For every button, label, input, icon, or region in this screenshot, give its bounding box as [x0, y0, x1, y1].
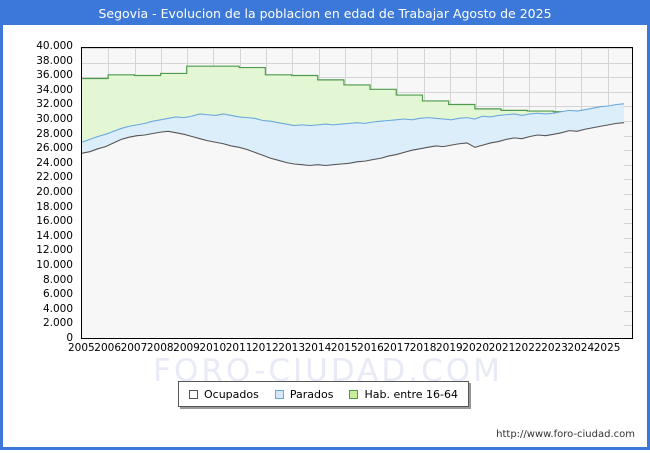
x-axis-tick-label: 2007	[120, 342, 148, 354]
series-line-ocupados	[82, 122, 625, 167]
y-axis-tick-label: 26.000	[36, 142, 73, 155]
legend-item[interactable]: Hab. entre 16-64	[349, 388, 458, 401]
x-axis-tick-label: 2025	[593, 342, 621, 354]
y-axis-tick-label: 38.000	[36, 54, 73, 67]
x-axis-tick-label: 2015	[330, 342, 358, 354]
legend-item-label: Ocupados	[204, 387, 259, 401]
y-axis-tick-label: 30.000	[36, 113, 73, 125]
x-axis-tick-label: 2023	[541, 342, 568, 354]
x-axis-tick-label: 2010	[199, 342, 227, 354]
y-axis-tick-label: 12.000	[36, 244, 73, 257]
y-axis-tick-label: 0	[66, 332, 73, 344]
y-axis-tick-label: 10.000	[36, 259, 73, 271]
x-axis-tick-label: 2019	[436, 342, 463, 354]
x-axis-tick-label: 2021	[488, 342, 516, 354]
x-axis-tick-label: 2006	[94, 342, 122, 354]
y-axis-tick-label: 20.000	[36, 186, 73, 198]
x-axis-tick-label: 2024	[567, 342, 595, 354]
y-axis-tick-label: 16.000	[36, 215, 73, 228]
x-axis-tick-label: 2016	[357, 342, 384, 354]
legend-item-label: Hab. entre 16-64	[364, 387, 459, 401]
x-axis-tick-label: 2014	[304, 342, 332, 354]
series-area-ocupados	[82, 122, 625, 338]
x-axis-tick-label: 2022	[514, 342, 542, 354]
y-axis-tick-label: 24.000	[36, 156, 73, 169]
y-axis-tick-label: 14.000	[36, 229, 73, 242]
y-axis-tick-label: 32.000	[36, 98, 73, 111]
y-axis-tick-label: 28.000	[36, 127, 73, 140]
legend-swatch-icon	[349, 389, 359, 399]
x-axis-tick-label: 2008	[146, 342, 174, 354]
gridline-horizontal	[82, 63, 632, 64]
plot-area	[81, 47, 633, 339]
legend-item[interactable]: Ocupados	[189, 388, 259, 401]
series-line-parados	[82, 103, 625, 143]
x-axis-tick-label: 2013	[278, 342, 306, 354]
y-axis-tick-label: 18.000	[36, 200, 73, 213]
x-axis-tick-label: 2020	[462, 342, 490, 354]
y-axis-tick-label: 8.000	[42, 273, 73, 286]
gridline-horizontal	[82, 77, 632, 78]
series-line-hab-16-64	[82, 65, 606, 117]
chart-legend: Ocupados Parados Hab. entre 16-64	[178, 381, 470, 407]
series-area-parados	[82, 103, 625, 166]
y-axis-tick-label: 22.000	[36, 171, 73, 184]
legend-item-label: Parados	[289, 387, 334, 401]
legend-swatch-icon	[274, 389, 284, 399]
series-layer	[82, 65, 625, 338]
window-title: Segovia - Evolucion de la poblacion en e…	[3, 3, 647, 25]
x-axis-tick-label: 2005	[68, 342, 95, 354]
x-axis-tick-label: 2017	[383, 342, 411, 354]
x-axis-tick-label: 2012	[252, 342, 279, 354]
y-axis-tick-label: 40.000	[36, 40, 73, 52]
y-axis-tick-label: 6.000	[42, 288, 73, 301]
x-axis-tick-label: 2011	[225, 342, 253, 354]
x-axis-tick-label: 2018	[409, 342, 437, 354]
y-axis-tick-label: 4.000	[42, 302, 73, 315]
legend-item[interactable]: Parados	[274, 387, 334, 401]
y-axis-tick-label: 2.000	[42, 317, 73, 330]
y-axis-tick-label: 34.000	[36, 83, 73, 96]
footer-url: http://www.foro-ciudad.com	[496, 429, 635, 440]
x-axis-tick-label: 2009	[173, 342, 200, 354]
y-axis-tick-label: 36.000	[36, 69, 73, 82]
legend-swatch-icon	[189, 389, 198, 399]
gridline-horizontal	[82, 48, 632, 49]
